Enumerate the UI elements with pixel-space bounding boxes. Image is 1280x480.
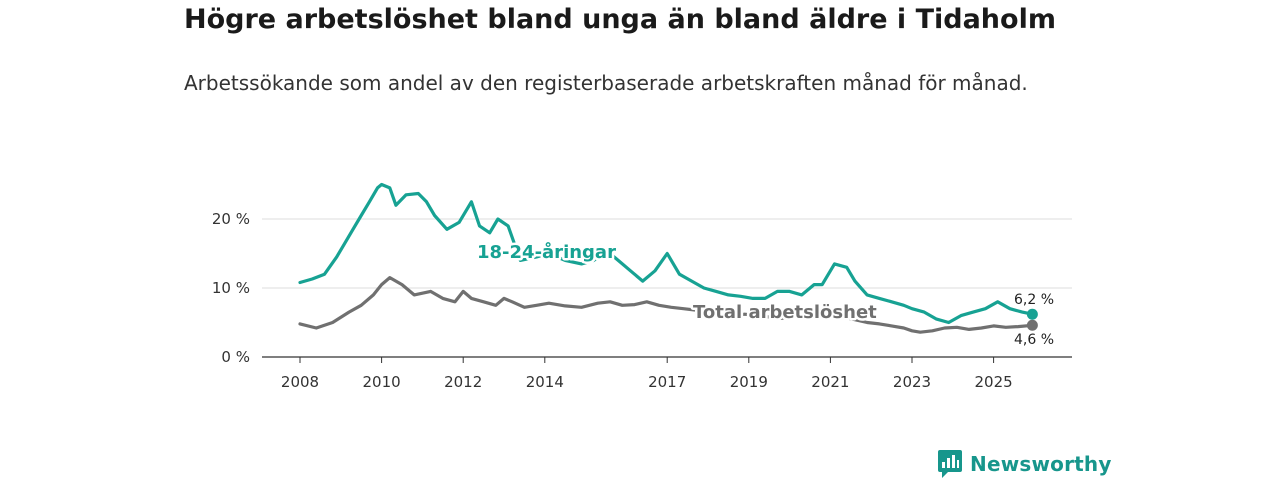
series-label-18-24-halo: 18-24-åringar — [477, 241, 616, 263]
end-value-18-24: 6,2 % — [1014, 292, 1054, 308]
end-point-total — [1026, 319, 1038, 331]
x-axis: 2008 2010 2012 2014 2017 2019 2021 2023 2025 — [262, 356, 1072, 391]
brand-name: Newsworthy — [970, 452, 1112, 476]
x-tick-label: 2017 — [648, 373, 686, 391]
y-tick-label: 10 % — [212, 279, 250, 297]
series-line-18-24 — [298, 182, 1035, 325]
gridlines — [262, 218, 1072, 289]
series-line-total — [298, 276, 1035, 334]
x-tick-label: 2023 — [893, 373, 931, 391]
x-tick-label: 2025 — [975, 373, 1013, 391]
line-chart: 0 % 10 % 20 % 2008 2010 2012 2014 2017 2019 2021… — [212, 182, 1072, 391]
chart-subtitle: Arbetssökande som andel av den registerb… — [184, 71, 1028, 95]
series-lines — [298, 182, 1038, 334]
x-tick-label: 2008 — [281, 373, 319, 391]
end-value-total-halo: 4,6 % — [1014, 332, 1054, 348]
end-point-18-24 — [1026, 308, 1038, 320]
series-label-18-24: 18-24-åringar — [477, 241, 616, 263]
x-tick-label: 2021 — [811, 373, 849, 391]
chart-title: Högre arbetslöshet bland unga än bland ä… — [184, 4, 1056, 35]
newsworthy-logo: Newsworthy — [938, 450, 1112, 478]
newsworthy-logo-icon — [938, 450, 962, 478]
y-tick-label: 0 % — [221, 348, 250, 366]
x-tick-label: 2019 — [730, 373, 768, 391]
y-tick-label: 20 % — [212, 210, 250, 228]
x-tick-label: 2012 — [444, 373, 482, 391]
x-tick-label: 2010 — [363, 373, 401, 391]
y-axis: 0 % 10 % 20 % — [212, 210, 250, 366]
series-label-total: Total arbetslöshet — [693, 302, 877, 323]
end-value-18-24-halo: 6,2 % — [1014, 292, 1054, 308]
series-label-total-halo: Total arbetslöshet — [693, 302, 877, 323]
x-tick-label: 2014 — [526, 373, 564, 391]
end-value-total: 4,6 % — [1014, 332, 1054, 348]
